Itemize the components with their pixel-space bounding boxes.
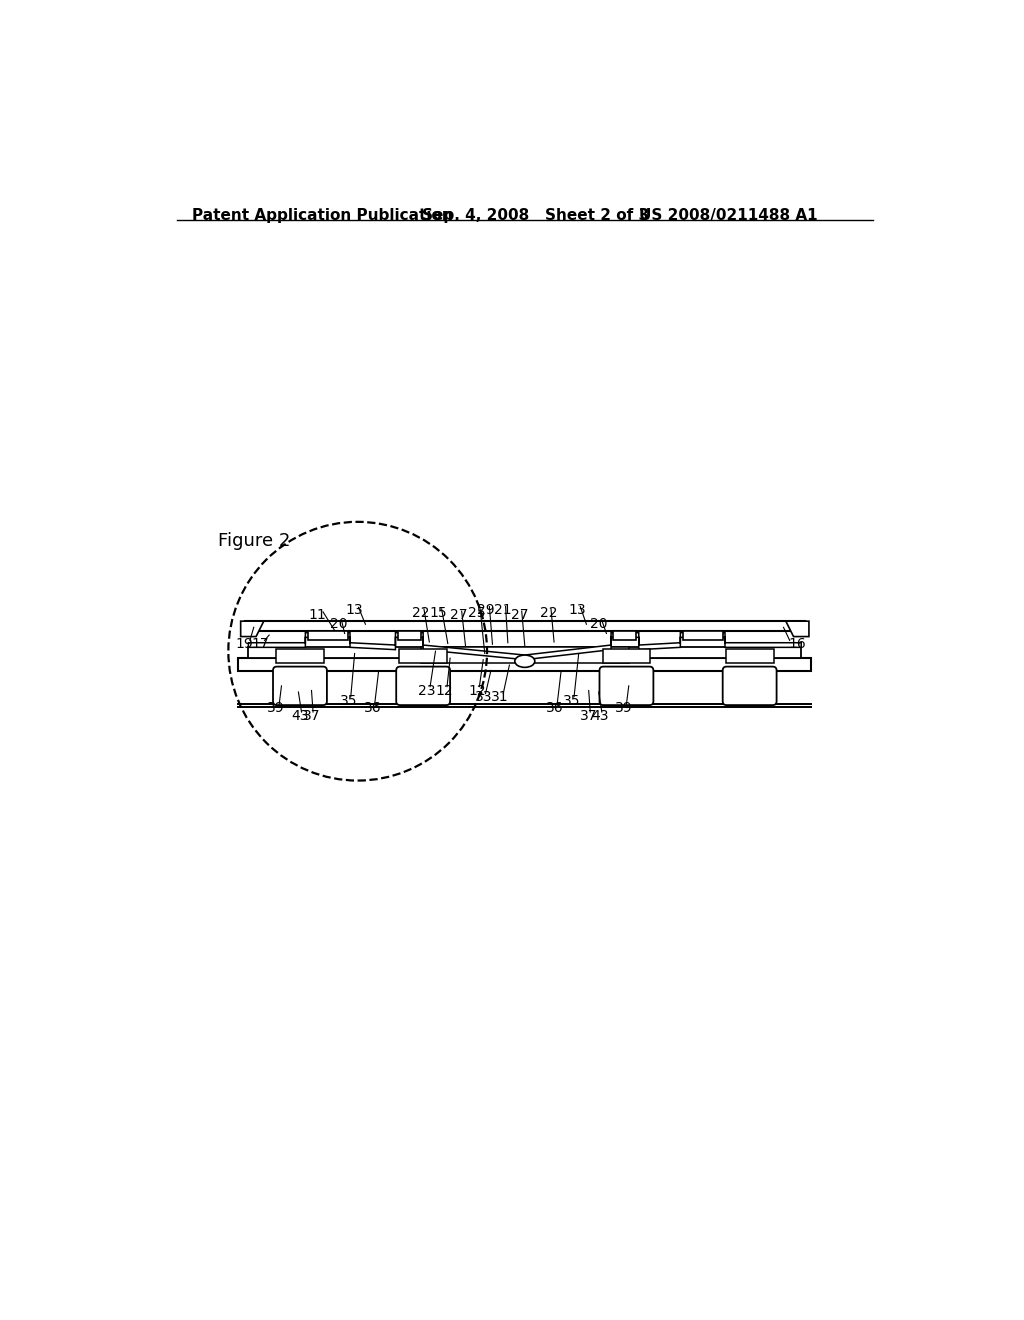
Text: 39: 39 xyxy=(615,701,633,715)
Text: 16: 16 xyxy=(788,638,806,651)
FancyBboxPatch shape xyxy=(599,667,653,705)
FancyBboxPatch shape xyxy=(723,667,776,705)
Text: 39: 39 xyxy=(267,701,285,715)
Text: 20: 20 xyxy=(590,618,607,631)
Text: 20: 20 xyxy=(330,618,347,631)
Bar xyxy=(239,659,811,671)
Bar xyxy=(613,631,637,640)
Polygon shape xyxy=(785,622,809,636)
Text: Figure 2: Figure 2 xyxy=(217,532,290,550)
Text: 13: 13 xyxy=(568,603,586,618)
FancyBboxPatch shape xyxy=(396,667,451,705)
Bar xyxy=(399,649,447,663)
Text: 17: 17 xyxy=(251,638,268,651)
Text: Patent Application Publication: Patent Application Publication xyxy=(193,209,453,223)
Text: 43: 43 xyxy=(592,709,609,723)
Text: 31: 31 xyxy=(492,690,509,705)
Ellipse shape xyxy=(515,655,535,668)
Text: 29: 29 xyxy=(477,603,496,618)
Bar xyxy=(421,647,629,663)
Text: 36: 36 xyxy=(364,701,381,715)
Text: 27: 27 xyxy=(450,609,467,622)
Text: 36: 36 xyxy=(546,701,563,715)
Polygon shape xyxy=(241,622,264,636)
Text: 12: 12 xyxy=(436,684,454,697)
Bar xyxy=(239,659,811,671)
FancyBboxPatch shape xyxy=(273,667,327,705)
Text: 21: 21 xyxy=(495,603,512,618)
Polygon shape xyxy=(249,632,801,660)
Text: 33: 33 xyxy=(474,690,492,705)
Text: Sep. 4, 2008   Sheet 2 of 3: Sep. 4, 2008 Sheet 2 of 3 xyxy=(422,209,649,223)
Text: 12: 12 xyxy=(468,684,485,697)
Text: 23: 23 xyxy=(418,684,436,697)
Text: 15: 15 xyxy=(430,606,447,620)
Text: 22: 22 xyxy=(540,606,557,620)
Text: 19: 19 xyxy=(236,638,253,651)
Text: 11: 11 xyxy=(309,609,327,622)
Bar xyxy=(726,649,773,663)
Bar xyxy=(249,647,801,659)
Text: 27: 27 xyxy=(511,609,528,622)
Text: 43: 43 xyxy=(291,709,308,723)
Text: 13: 13 xyxy=(346,603,364,618)
Text: 22: 22 xyxy=(412,606,430,620)
Bar xyxy=(602,649,650,663)
Bar xyxy=(683,631,723,640)
Bar xyxy=(249,647,801,659)
Bar xyxy=(245,622,805,631)
Bar xyxy=(397,631,421,640)
Bar xyxy=(276,649,324,663)
Bar xyxy=(307,631,348,640)
Text: 37: 37 xyxy=(580,709,597,723)
Text: 35: 35 xyxy=(563,693,581,708)
Text: 25: 25 xyxy=(468,606,485,620)
Text: 35: 35 xyxy=(340,693,357,708)
Text: 37: 37 xyxy=(303,709,321,723)
Bar xyxy=(245,622,805,631)
Text: US 2008/0211488 A1: US 2008/0211488 A1 xyxy=(639,209,817,223)
Bar xyxy=(421,647,629,663)
